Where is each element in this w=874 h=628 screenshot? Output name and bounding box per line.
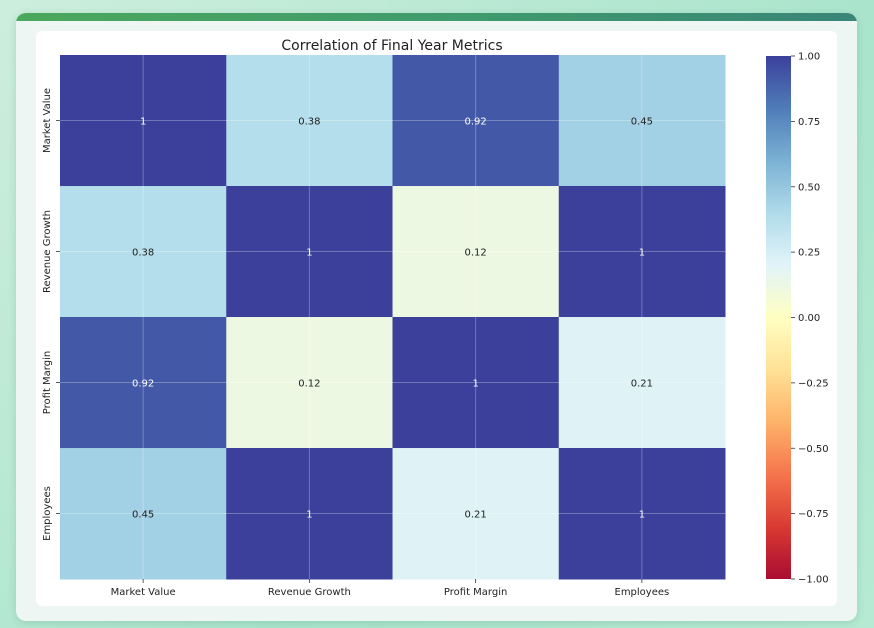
- colorbar-tick-label: 1.00: [798, 52, 820, 63]
- colorbar-tick-label: 0.75: [798, 117, 820, 128]
- heatmap-cell: [226, 317, 393, 449]
- heatmap-cells: [60, 55, 726, 580]
- heatmap-cell-label: 1: [306, 248, 312, 259]
- y-axis-ticks: Market Value Revenue Growth Profit Margin E…: [42, 88, 60, 541]
- heatmap-gridlines: [60, 55, 725, 579]
- heatmap-cell-label: 1: [140, 117, 146, 128]
- y-tick-label: Market Value: [42, 88, 53, 153]
- heatmap-cell-label: 0.92: [132, 379, 154, 390]
- heatmap-cell-label: 0.38: [132, 248, 154, 259]
- heatmap-cell-label: 0.21: [464, 510, 486, 521]
- colorbar-tick-label: −0.75: [798, 509, 829, 520]
- x-tick-label: Employees: [615, 587, 670, 598]
- x-axis-ticks: Market Value Revenue Growth Profit Margin E…: [111, 579, 670, 598]
- heatmap-cell: [392, 186, 560, 318]
- heatmap-cell-labels: 1 0.38 0.92 0.45 0.38 1 0.12 1 0.92 0.12 1 0.21 0.45…: [132, 117, 653, 521]
- y-tick-label: Revenue Growth: [42, 210, 53, 293]
- colorbar-tick-label: 0.50: [798, 182, 820, 193]
- colorbar-tick-label: −0.50: [798, 444, 829, 455]
- heatmap-cell: [392, 317, 560, 449]
- heatmap-cell: [558, 317, 726, 449]
- colorbar-tick-label: 0.25: [798, 248, 820, 259]
- heatmap-cell: [558, 55, 726, 187]
- heatmap-cell-label: 1: [639, 248, 645, 259]
- heatmap-cell: [392, 55, 560, 187]
- card-accent-bar: [16, 13, 857, 21]
- x-tick-label: Market Value: [111, 587, 176, 598]
- heatmap-cell-label: 0.38: [298, 117, 320, 128]
- colorbar-tick-label: 0.00: [798, 313, 820, 324]
- heatmap-cell: [226, 55, 393, 187]
- x-tick-label: Revenue Growth: [268, 587, 351, 598]
- chart-title: Correlation of Final Year Metrics: [281, 38, 502, 54]
- heatmap-cell: [558, 448, 726, 580]
- heatmap-cell: [226, 448, 393, 580]
- heatmap-cell-label: 0.12: [464, 248, 486, 259]
- y-tick-label: Employees: [42, 486, 53, 541]
- x-tick-label: Profit Margin: [444, 587, 507, 598]
- colorbar: 1.00 0.75 0.50 0.25 0.00 −0.25 −0.50 −0.75 −1.00: [766, 52, 829, 586]
- heatmap-cell-label: 0.21: [631, 379, 653, 390]
- heatmap-cell: [60, 317, 227, 449]
- heatmap-cell-label: 0.92: [464, 117, 486, 128]
- heatmap-cell: [558, 186, 726, 318]
- heatmap-cell: [226, 186, 393, 318]
- heatmap-cell-label: 0.45: [132, 510, 154, 521]
- heatmap-cell: [60, 448, 227, 580]
- heatmap-cell: [60, 55, 227, 187]
- colorbar-tick-label: −1.00: [798, 575, 829, 586]
- colorbar-scale: [766, 56, 791, 579]
- colorbar-ticks: 1.00 0.75 0.50 0.25 0.00 −0.25 −0.50 −0.75 −1.00: [791, 52, 829, 586]
- heatmap-cell-label: 1: [472, 379, 478, 390]
- colorbar-tick-label: −0.25: [798, 378, 829, 389]
- heatmap-cell-label: 0.45: [631, 117, 653, 128]
- heatmap-cell-label: 1: [306, 510, 312, 521]
- heatmap-cell-label: 0.12: [298, 379, 320, 390]
- heatmap-cell: [392, 448, 560, 580]
- y-tick-label: Profit Margin: [42, 351, 53, 414]
- heatmap-cell: [60, 186, 227, 318]
- heatmap-cell-label: 1: [639, 510, 645, 521]
